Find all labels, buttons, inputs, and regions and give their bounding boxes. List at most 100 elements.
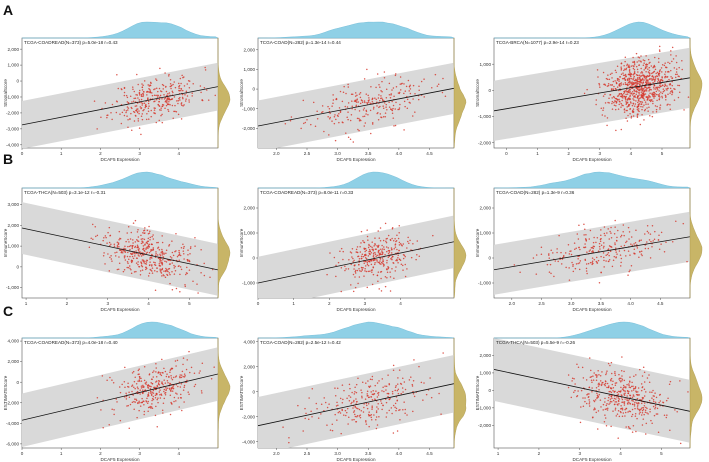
- data-point: [146, 94, 148, 96]
- data-point: [655, 86, 657, 89]
- data-point: [641, 409, 644, 412]
- data-point: [658, 394, 661, 396]
- data-point: [133, 120, 136, 122]
- data-point: [377, 394, 380, 396]
- data-point: [644, 247, 647, 250]
- data-point: [608, 403, 610, 405]
- data-point: [394, 238, 396, 240]
- data-point: [170, 401, 172, 404]
- data-point: [374, 97, 376, 99]
- data-point: [391, 226, 394, 229]
- data-point: [109, 256, 111, 259]
- data-point: [183, 376, 186, 378]
- data-point: [418, 85, 420, 87]
- data-point: [593, 372, 595, 374]
- data-point: [151, 257, 153, 259]
- data-point: [637, 105, 640, 108]
- data-point: [384, 253, 386, 256]
- data-point: [355, 398, 357, 400]
- data-point: [126, 255, 129, 258]
- data-point: [356, 269, 359, 272]
- data-point: [346, 397, 348, 399]
- data-point: [178, 84, 181, 87]
- data-point: [174, 110, 176, 113]
- data-point: [354, 276, 356, 278]
- data-point: [596, 394, 599, 396]
- data-point: [399, 103, 401, 106]
- data-point: [636, 408, 639, 410]
- data-point: [387, 249, 390, 252]
- data-point: [586, 251, 588, 253]
- data-point: [160, 259, 162, 262]
- data-point: [134, 387, 136, 390]
- data-point: [395, 259, 397, 262]
- data-point: [145, 261, 148, 263]
- data-point: [156, 270, 158, 273]
- data-point: [370, 251, 373, 254]
- data-point: [361, 396, 363, 399]
- data-point: [614, 372, 616, 375]
- data-point: [653, 71, 655, 73]
- data-point: [102, 239, 104, 242]
- data-point: [310, 123, 312, 126]
- data-point: [367, 246, 370, 249]
- data-point: [188, 350, 190, 353]
- data-point: [92, 238, 94, 240]
- data-point: [159, 257, 162, 260]
- data-point: [640, 103, 643, 105]
- data-point: [646, 75, 649, 77]
- data-point: [203, 262, 205, 265]
- data-point: [614, 97, 617, 100]
- data-point: [204, 69, 207, 71]
- data-point: [162, 84, 165, 87]
- data-point: [598, 393, 601, 396]
- data-point: [152, 234, 154, 236]
- data-point: [591, 260, 594, 262]
- data-point: [166, 274, 169, 276]
- data-point: [632, 115, 635, 117]
- x-axis-label: DCAF5 Expression: [572, 307, 612, 312]
- data-point: [620, 394, 622, 396]
- data-point: [171, 289, 174, 291]
- data-point: [620, 67, 623, 70]
- data-point: [93, 100, 96, 102]
- data-point: [157, 382, 160, 384]
- data-point: [153, 261, 155, 264]
- data-point: [640, 89, 643, 91]
- data-point: [634, 95, 636, 97]
- data-point: [621, 96, 623, 98]
- data-point: [614, 226, 616, 228]
- data-point: [130, 252, 132, 255]
- data-point: [139, 251, 141, 253]
- data-point: [168, 272, 171, 274]
- data-point: [149, 90, 152, 92]
- data-point: [106, 242, 108, 244]
- data-point: [613, 85, 615, 88]
- data-point: [163, 390, 165, 393]
- data-point: [147, 244, 150, 247]
- data-point: [640, 239, 642, 241]
- data-point: [182, 375, 184, 378]
- data-point: [331, 423, 334, 426]
- data-point: [304, 121, 307, 124]
- data-point: [146, 242, 149, 245]
- data-point: [171, 390, 174, 392]
- data-point: [177, 102, 179, 105]
- data-point: [125, 240, 127, 243]
- data-point: [621, 398, 624, 401]
- data-point: [159, 67, 161, 70]
- data-point: [165, 249, 168, 252]
- data-point: [602, 247, 605, 249]
- data-point: [657, 94, 659, 96]
- data-point: [636, 406, 639, 408]
- data-point: [374, 243, 376, 245]
- data-point: [642, 59, 645, 61]
- data-point: [374, 384, 376, 387]
- data-point: [178, 259, 180, 261]
- data-point: [644, 433, 647, 435]
- data-point: [625, 102, 628, 104]
- data-point: [628, 66, 630, 68]
- data-point: [213, 366, 215, 368]
- data-point: [367, 260, 369, 262]
- data-point: [652, 100, 654, 102]
